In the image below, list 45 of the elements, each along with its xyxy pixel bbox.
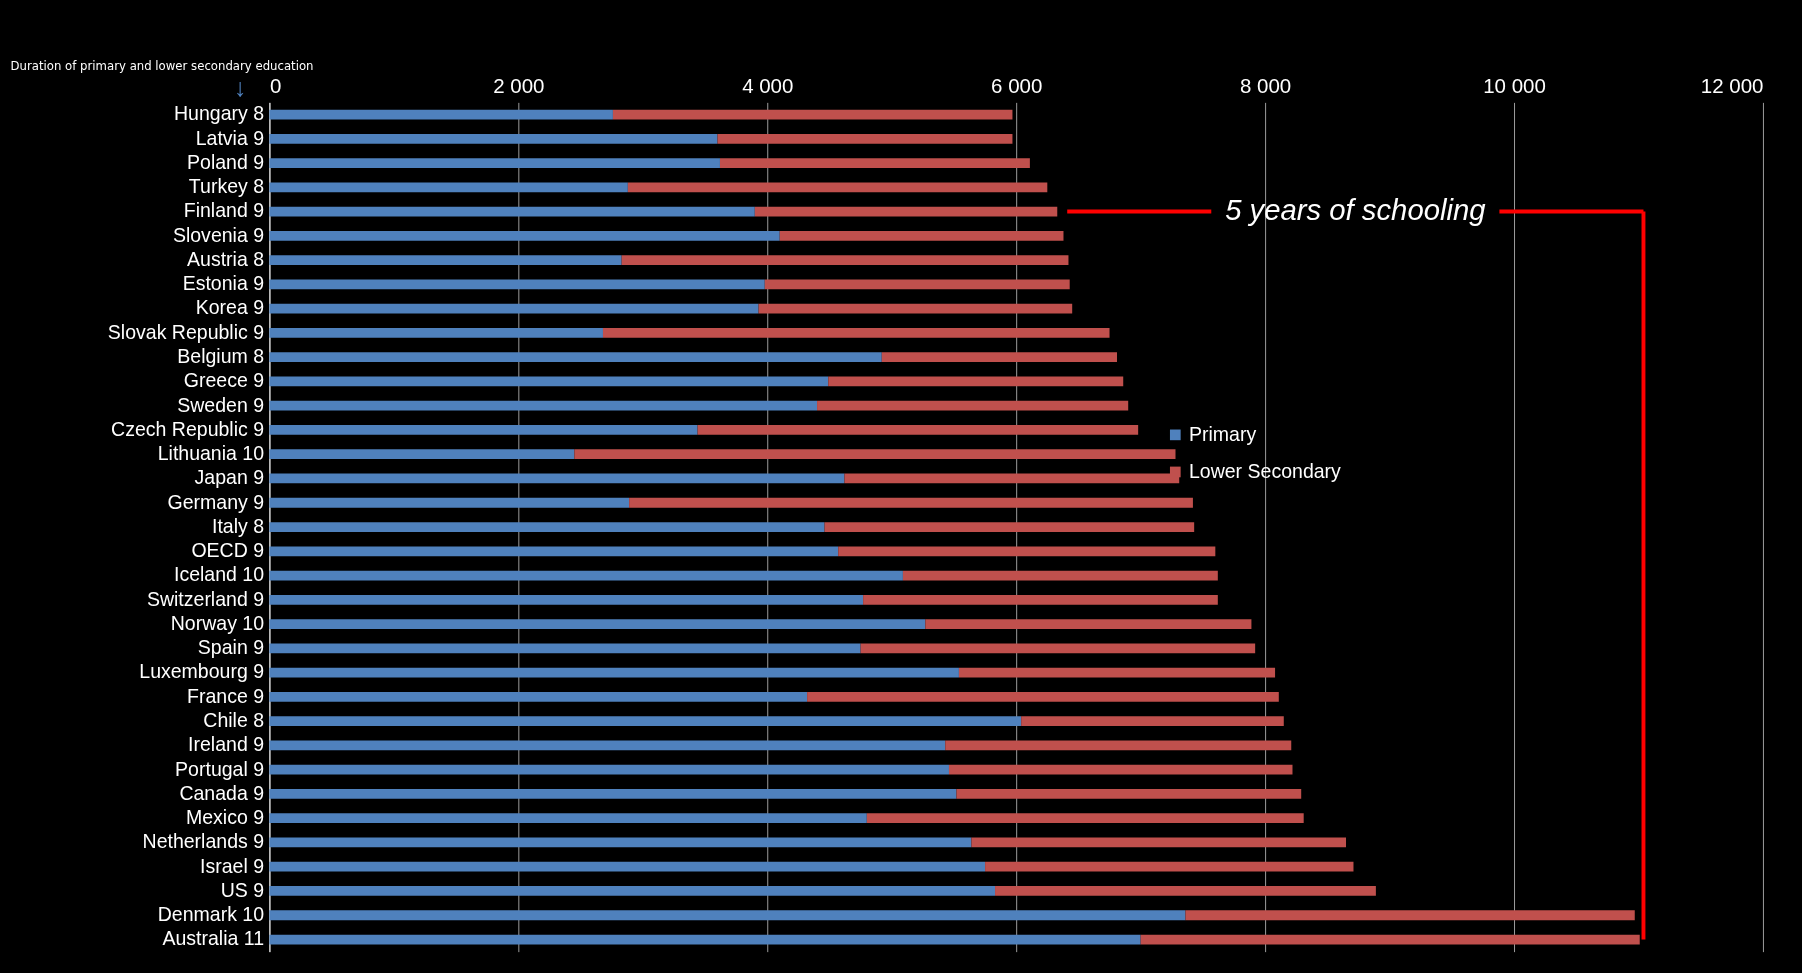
y-tick-label: Estonia 9 <box>182 272 265 295</box>
y-tick-label: Germany 9 <box>167 490 265 513</box>
y-tick-label: Chile 8 <box>203 708 265 731</box>
x-tick-label: 4 000 <box>742 74 794 98</box>
y-tick-label: OECD 9 <box>191 539 265 562</box>
y-tick-label: US 9 <box>220 878 265 901</box>
y-tick-label: Latvia 9 <box>195 126 265 149</box>
x-tick-label: 6 000 <box>991 74 1043 98</box>
y-tick-label: Slovak Republic 9 <box>107 320 265 343</box>
y-tick-label: Finland 9 <box>183 199 265 222</box>
y-tick-label: France 9 <box>187 684 265 707</box>
y-tick-label: Luxembourg 9 <box>139 660 265 683</box>
y-tick-label: Slovenia 9 <box>172 223 265 246</box>
y-tick-label: Sweden 9 <box>177 393 265 416</box>
y-tick-label: Belgium 8 <box>177 345 265 368</box>
y-tick-label: Poland 9 <box>187 150 265 173</box>
y-tick-label: Australia 11 <box>162 927 265 950</box>
x-tick-label: 2 000 <box>493 74 545 98</box>
y-tick-label: Japan 9 <box>194 466 265 489</box>
y-tick-label: Ireland 9 <box>188 733 265 756</box>
y-tick-label: Greece 9 <box>183 369 265 392</box>
text: ↓ <box>233 72 247 101</box>
y-tick-label: Norway 10 <box>170 611 265 634</box>
x-tick-label: 0 <box>269 74 282 98</box>
y-tick-label: Czech Republic 9 <box>111 417 265 440</box>
y-tick-label: Lithuania 10 <box>157 442 265 465</box>
y-tick-label: Israel 9 <box>200 854 265 877</box>
x-tick-label: 12 000 <box>1700 74 1764 98</box>
y-tick-label: Turkey 8 <box>188 175 265 198</box>
y-tick-label: Korea 9 <box>195 296 265 319</box>
y-tick-label: Italy 8 <box>211 514 265 537</box>
y-tick-label: Netherlands 9 <box>142 830 265 853</box>
x-tick-label: 10 000 <box>1483 74 1546 98</box>
legend-label: Primary <box>1188 422 1257 445</box>
x-tick-label: 8 000 <box>1239 74 1292 98</box>
text: Duration of primary and lower secondary education <box>10 59 314 74</box>
y-tick-label: Spain 9 <box>197 636 265 659</box>
y-tick-label: Canada 9 <box>179 781 265 804</box>
y-tick-label: Mexico 9 <box>185 806 265 829</box>
y-tick-label: Portugal 9 <box>175 757 265 780</box>
y-tick-label: Austria 8 <box>187 247 265 270</box>
y-tick-label: Switzerland 9 <box>146 587 265 610</box>
y-tick-label: Hungary 8 <box>174 102 265 125</box>
y-tick-label: Iceland 10 <box>173 563 265 586</box>
y-tick-label: Denmark 10 <box>157 903 265 926</box>
